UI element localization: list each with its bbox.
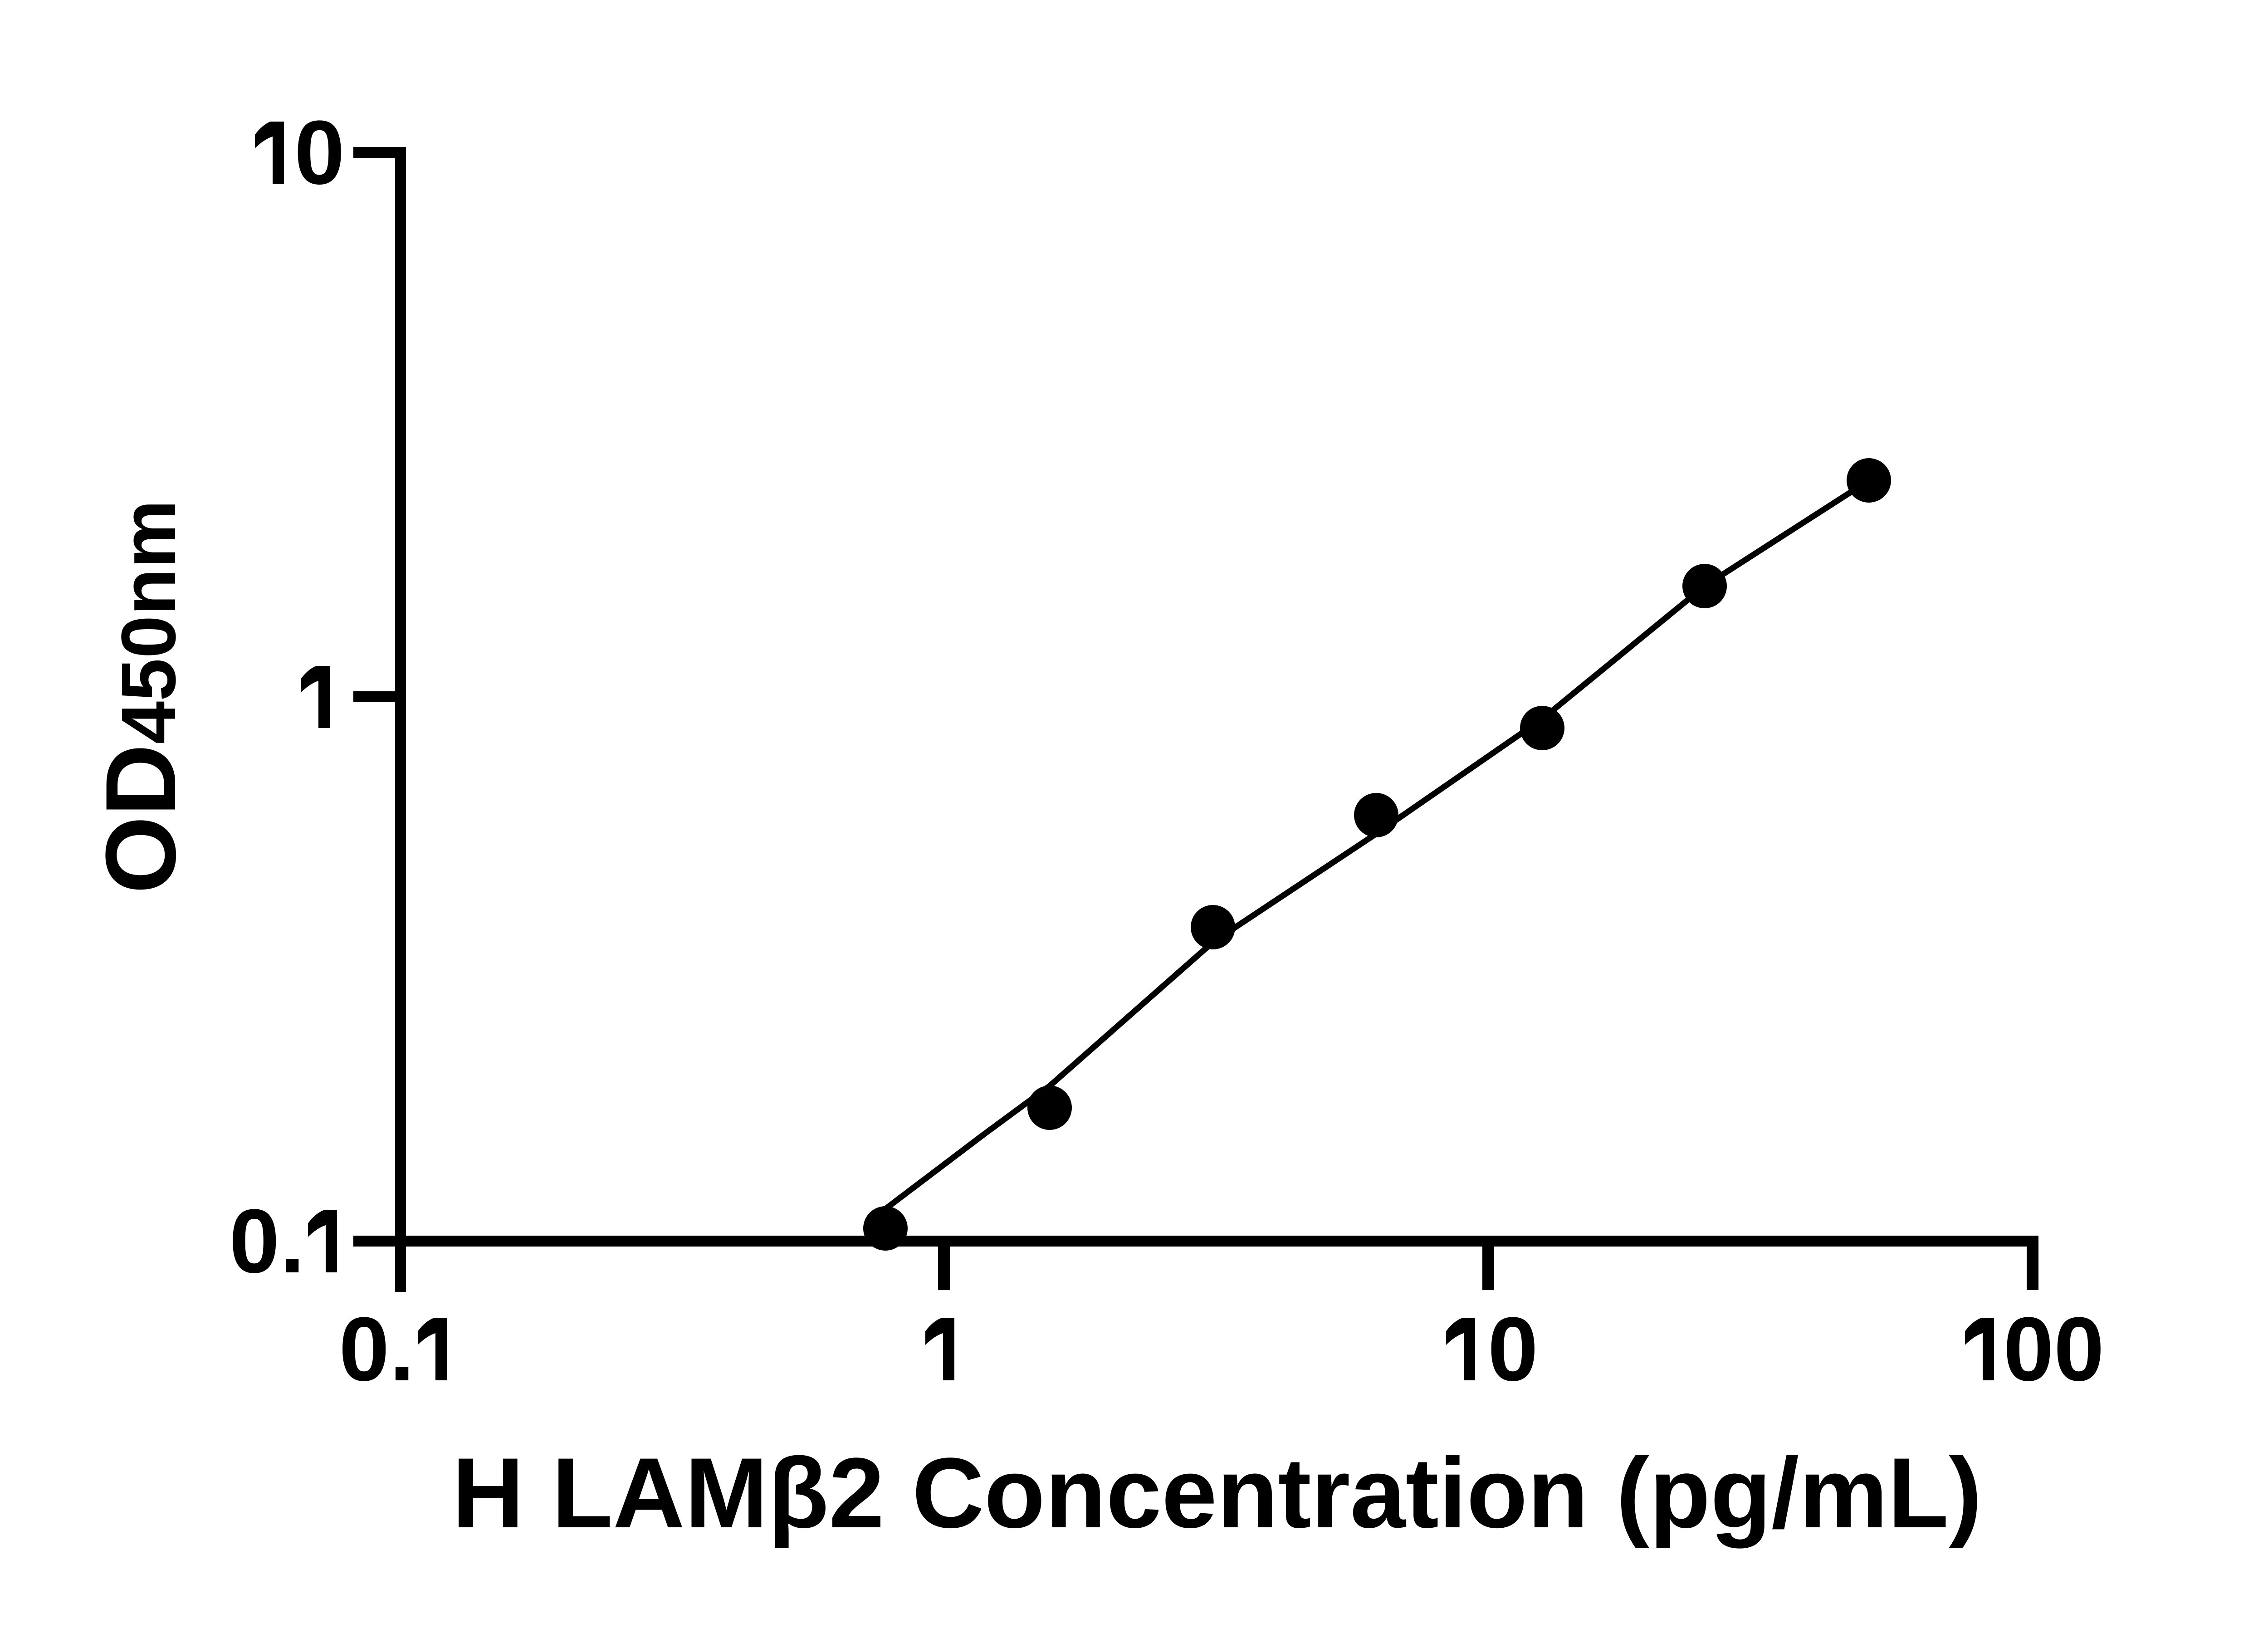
svg-text:H LAMβ2 Concentration (pg/mL): H LAMβ2 Concentration (pg/mL) (452, 1437, 1982, 1549)
svg-text:0: 0 (294, 102, 345, 203)
svg-text:0.: 0. (339, 1299, 415, 1400)
svg-text:00: 00 (2004, 1299, 2104, 1400)
svg-text:0: 0 (1488, 1299, 1538, 1400)
svg-text:0.: 0. (229, 1191, 305, 1292)
svg-text:OD450nm: OD450nm (85, 500, 196, 894)
